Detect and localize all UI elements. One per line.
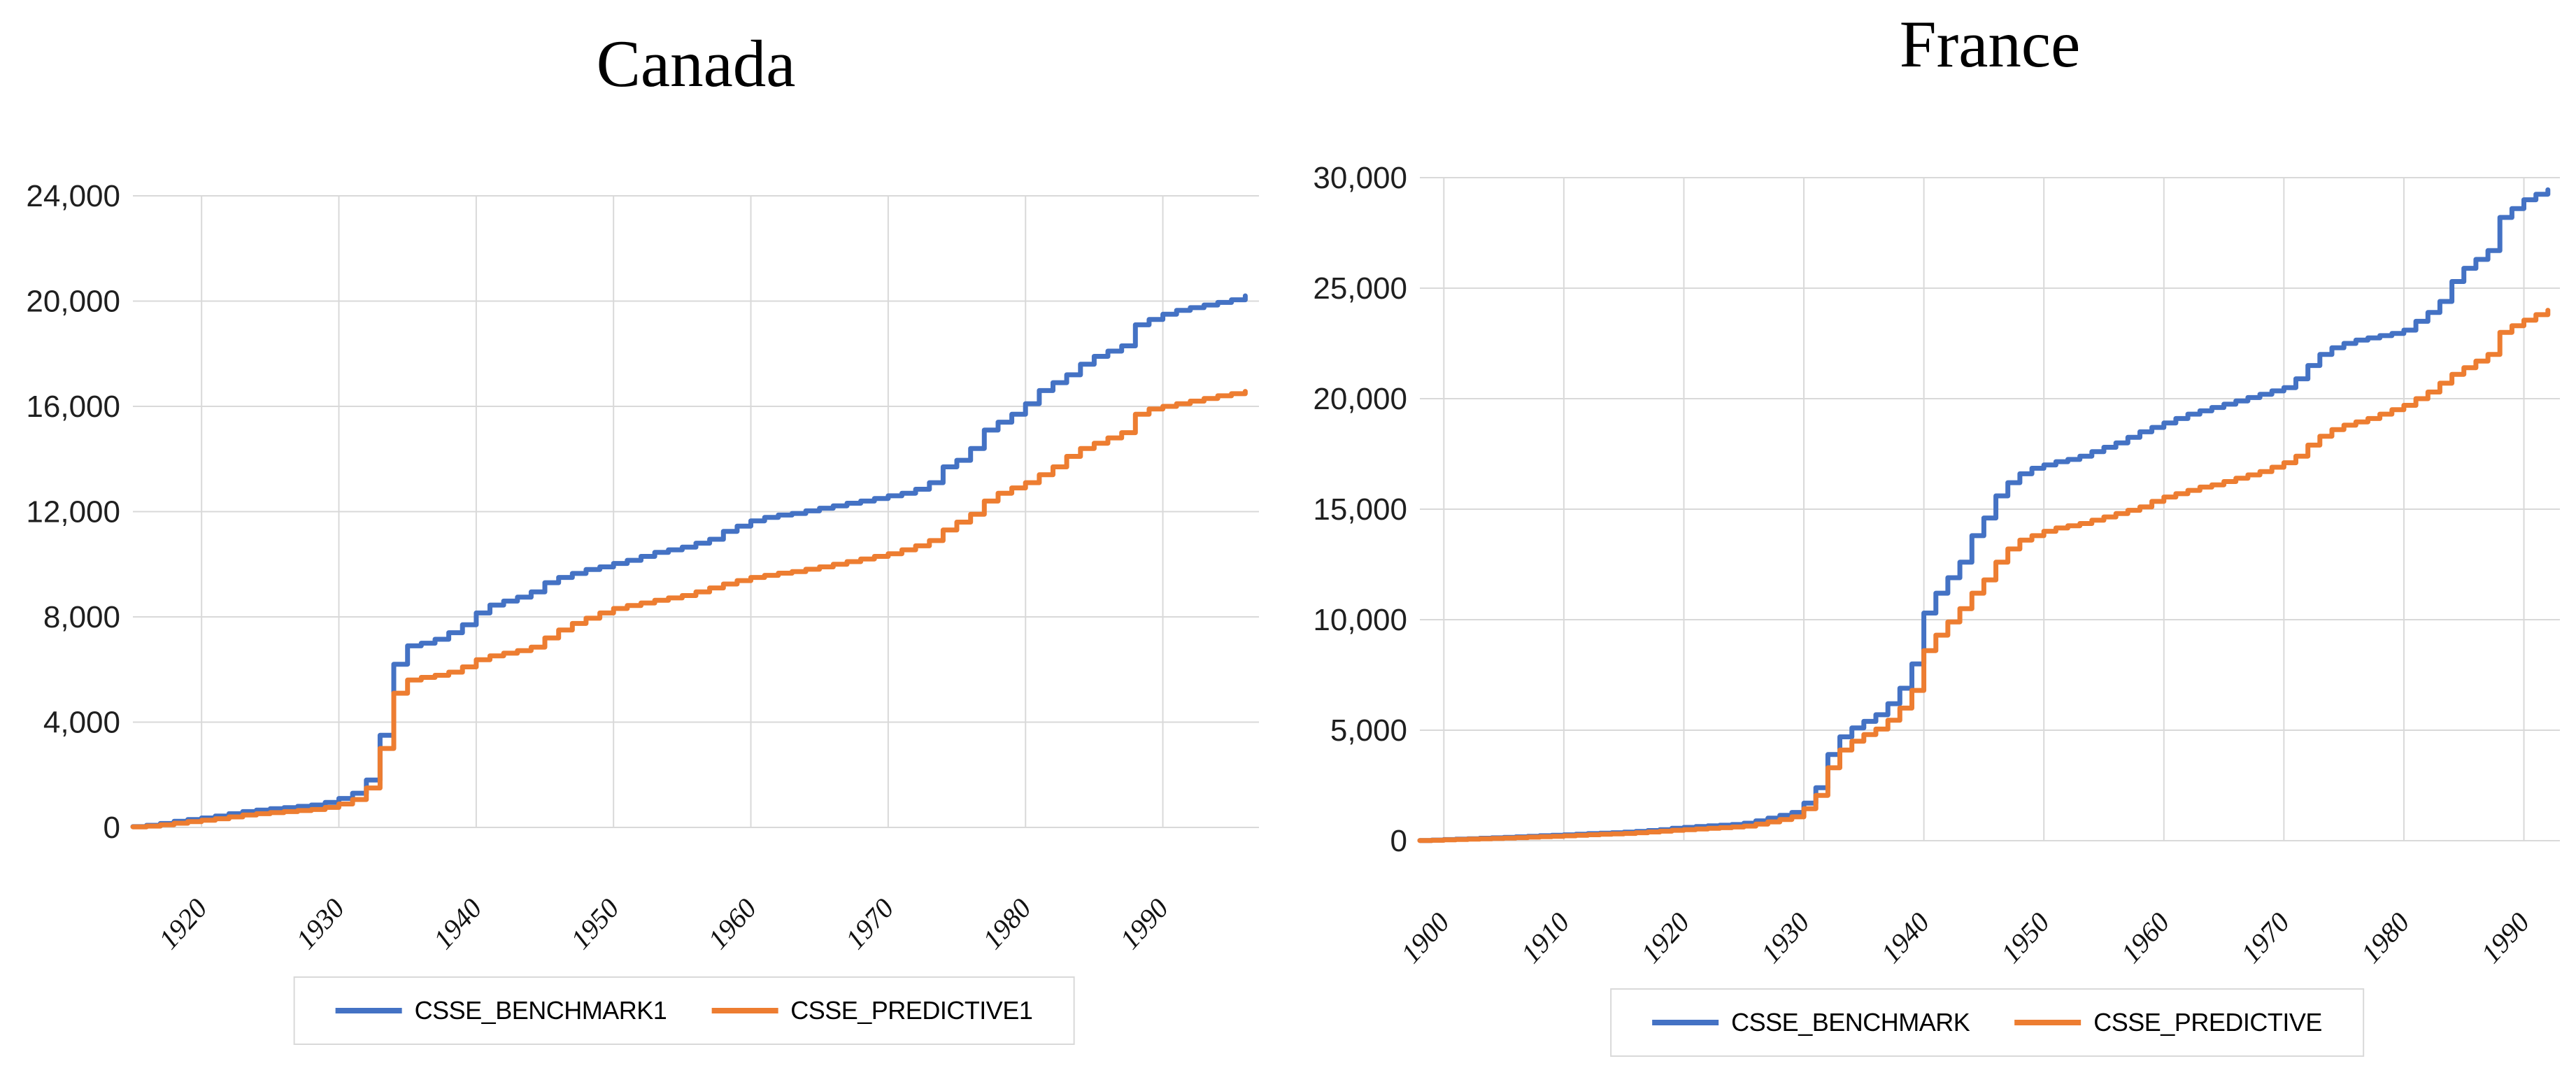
x-axis-tick-label: 1960 <box>702 892 762 955</box>
canada-plot-area: 0 4,000 8,000 12,000 16,000 20,000 24,000 1920 1… <box>26 179 1259 955</box>
y-axis-tick-label: 24,000 <box>26 179 120 213</box>
benchmark-line-swatch <box>1652 1020 1719 1025</box>
legend-canada: CSSE_BENCHMARK1 CSSE_PREDICTIVE1 <box>293 976 1075 1045</box>
x-axis-tick-label: 1910 <box>1515 906 1576 969</box>
x-axis-tick-label: 1990 <box>2475 906 2535 969</box>
france-plot-area: 0 5,000 10,000 15,000 20,000 25,000 30,000 1900… <box>1313 161 2560 969</box>
y-axis-tick-label: 12,000 <box>26 495 120 529</box>
y-axis-tick-label: 0 <box>1390 824 1407 858</box>
predictive1-line-swatch <box>711 1008 778 1013</box>
chart-panel-france: France 0 5,000 10,000 15,000 20,000 25,000 30,… <box>1288 0 2576 1082</box>
legend-label-predictive: CSSE_PREDICTIVE <box>2093 1008 2322 1037</box>
legend-item-predictive1: CSSE_PREDICTIVE1 <box>711 996 1033 1025</box>
y-axis-tick-label: 5,000 <box>1330 713 1407 748</box>
series-line-csse_benchmark <box>1417 187 2551 843</box>
x-axis-tick-label: 1920 <box>152 892 213 955</box>
legend-item-predictive: CSSE_PREDICTIVE <box>2014 1008 2322 1037</box>
x-axis-tick-label: 1970 <box>839 892 900 955</box>
series-line-csse_predictive <box>1417 308 2551 843</box>
chart-title-canada: Canada <box>596 27 796 101</box>
predictive-line-swatch <box>2014 1020 2082 1025</box>
legend-france: CSSE_BENCHMARK CSSE_PREDICTIVE <box>1610 988 2364 1057</box>
legend-item-benchmark: CSSE_BENCHMARK <box>1652 1008 1970 1037</box>
y-axis-tick-label: 10,000 <box>1313 603 1407 637</box>
y-axis-tick-label: 15,000 <box>1313 492 1407 527</box>
x-axis-tick-label: 1940 <box>1874 906 1935 969</box>
x-axis-tick-label: 1960 <box>2115 906 2176 969</box>
y-axis-tick-label: 30,000 <box>1313 161 1407 195</box>
legend-item-benchmark1: CSSE_BENCHMARK1 <box>335 996 667 1025</box>
legend-label-benchmark1: CSSE_BENCHMARK1 <box>414 996 667 1025</box>
x-axis-tick-label: 1950 <box>1995 906 2056 969</box>
series-line-csse_benchmark1 <box>130 293 1248 830</box>
y-axis-tick-label: 8,000 <box>43 600 120 634</box>
y-axis-tick-label: 25,000 <box>1313 271 1407 306</box>
y-axis-tick-label: 4,000 <box>43 706 120 740</box>
x-axis-tick-label: 1930 <box>290 892 350 955</box>
x-axis-tick-label: 1940 <box>427 892 488 955</box>
y-axis-tick-label: 20,000 <box>26 285 120 319</box>
x-axis-tick-label: 1900 <box>1395 906 1456 969</box>
chart-title-france: France <box>1899 7 2081 81</box>
legend-label-predictive1: CSSE_PREDICTIVE1 <box>790 996 1033 1025</box>
x-axis-tick-label: 1920 <box>1635 906 1695 969</box>
series-line-csse_predictive1 <box>130 389 1248 830</box>
x-axis-tick-label: 1980 <box>976 892 1037 955</box>
legend-label-benchmark: CSSE_BENCHMARK <box>1731 1008 1970 1037</box>
benchmark1-line-swatch <box>335 1008 402 1013</box>
y-axis-tick-label: 16,000 <box>26 390 120 424</box>
x-axis-tick-label: 1970 <box>2235 906 2296 969</box>
y-axis-tick-label: 0 <box>104 811 120 845</box>
chart-panel-canada: Canada 0 4,000 8,000 12,000 16,000 20,000 24,0… <box>26 27 1259 1045</box>
x-axis-tick-label: 1990 <box>1113 892 1174 955</box>
y-axis-tick-label: 20,000 <box>1313 382 1407 416</box>
x-axis-tick-label: 1930 <box>1755 906 1816 969</box>
x-axis-tick-label: 1950 <box>564 892 625 955</box>
x-axis-tick-label: 1980 <box>2355 906 2416 969</box>
